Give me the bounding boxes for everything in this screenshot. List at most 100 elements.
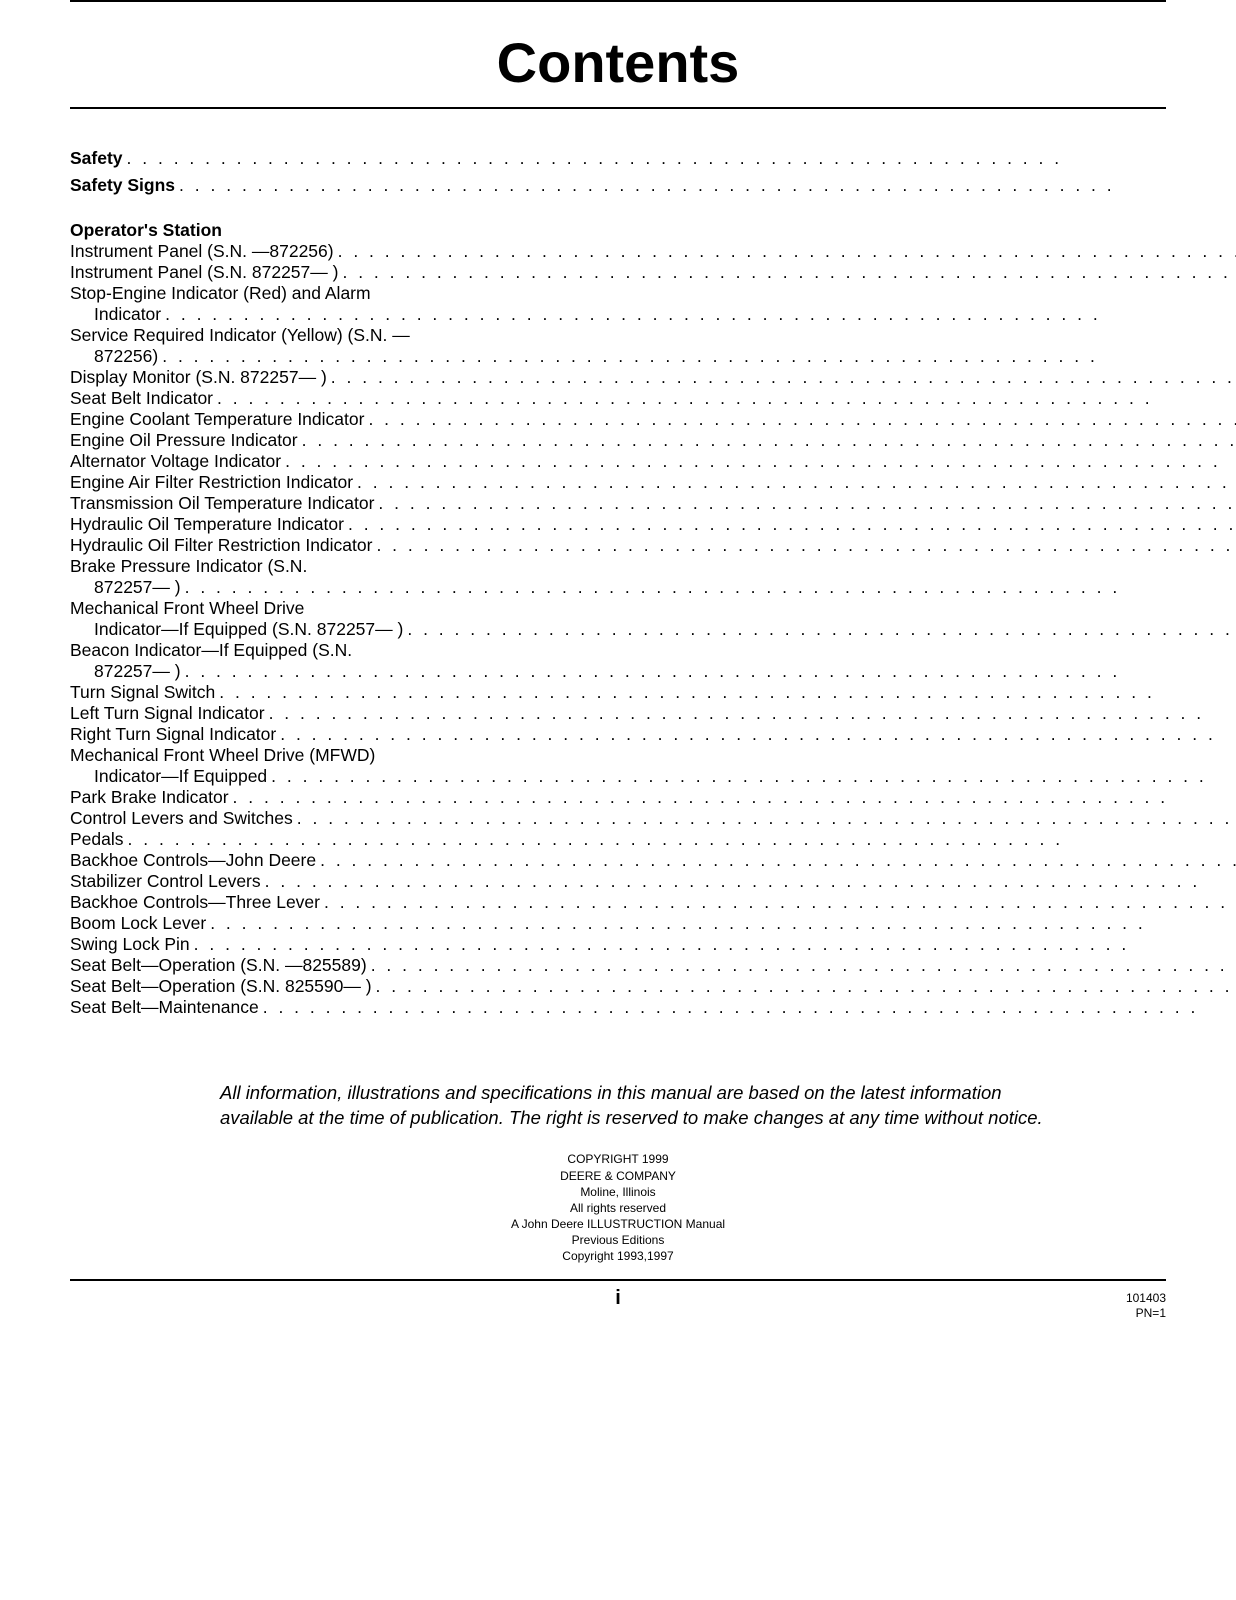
toc-entry-label: Stabilizer Control Levers	[70, 871, 261, 892]
toc-entry: Backhoe Controls—John Deere10OM-13	[70, 850, 1236, 871]
toc-leader-dots	[338, 262, 1236, 283]
toc-leader-dots	[190, 934, 1236, 955]
footer-date: 101403	[1126, 1291, 1166, 1307]
toc-entry: Right Turn Signal Indicator10OM-9	[70, 724, 1236, 745]
toc-entry-label: Control Levers and Switches	[70, 808, 293, 829]
rule-top	[70, 0, 1166, 2]
page-header-left: Page	[70, 119, 1236, 138]
toc-leader-dots	[403, 619, 1236, 640]
toc-leader-dots	[293, 808, 1236, 829]
page-title: Contents	[70, 12, 1166, 107]
toc-leader-dots	[276, 724, 1236, 745]
toc-leader-dots	[265, 703, 1236, 724]
toc-leader-dots	[261, 871, 1236, 892]
toc-leader-dots	[123, 148, 1236, 169]
toc-leader-dots	[372, 976, 1236, 997]
toc-entry-label: Right Turn Signal Indicator	[70, 724, 276, 745]
toc-leader-dots	[213, 388, 1236, 409]
toc-leader-dots	[364, 409, 1236, 430]
toc-leader-dots	[206, 913, 1236, 934]
toc-leader-dots	[374, 493, 1236, 514]
toc-entry-label: Seat Belt—Operation (S.N. 825590— )	[70, 976, 372, 997]
toc-entry: Boom Lock Lever10OM-15	[70, 913, 1236, 934]
disclaimer: All information, illustrations and speci…	[220, 1081, 1046, 1131]
toc-leader-dots	[372, 535, 1236, 556]
copyright-line: Moline, Illinois	[40, 1184, 1196, 1200]
toc-entry: Indicator10OM-3	[94, 304, 1236, 325]
toc-entry-line: Beacon Indicator—If Equipped (S.N.	[70, 640, 1236, 661]
toc-leader-dots	[316, 850, 1236, 871]
toc-entry-label: Display Monitor (S.N. 872257— )	[70, 367, 327, 388]
toc-entry: Seat Belt—Maintenance10OM-18	[70, 997, 1236, 1018]
copyright-line: All rights reserved	[40, 1200, 1196, 1216]
toc-entry-line: Mechanical Front Wheel Drive (MFWD)	[70, 745, 1236, 766]
toc-entry-label: Turn Signal Switch	[70, 682, 215, 703]
toc-leader-dots	[229, 787, 1236, 808]
toc-leader-dots	[181, 577, 1236, 598]
copyright-block: COPYRIGHT 1999 DEERE & COMPANY Moline, I…	[40, 1151, 1196, 1264]
toc-leader-dots	[334, 241, 1236, 262]
toc-entry-label: Left Turn Signal Indicator	[70, 703, 265, 724]
toc-entry-label: Alternator Voltage Indicator	[70, 451, 281, 472]
toc-entry-label: 872256)	[94, 346, 158, 367]
spacer	[70, 196, 1236, 202]
toc-entry-label: Safety Signs	[70, 175, 175, 196]
toc-entry-label: Indicator	[94, 304, 161, 325]
toc-leader-dots	[344, 514, 1236, 535]
copyright-line: A John Deere ILLUSTRUCTION Manual	[40, 1216, 1196, 1232]
copyright-line: Previous Editions	[40, 1232, 1196, 1248]
toc-entry-label: Instrument Panel (S.N. 872257— )	[70, 262, 338, 283]
toc-entry-line: Mechanical Front Wheel Drive	[70, 598, 1236, 619]
toc-entry-label: Swing Lock Pin	[70, 934, 190, 955]
copyright-line: COPYRIGHT 1999	[40, 1151, 1196, 1167]
toc-leader-dots	[181, 661, 1236, 682]
toc-entry: 872257— )10OM-8	[94, 577, 1236, 598]
toc-entry-label: Engine Oil Pressure Indicator	[70, 430, 298, 451]
copyright-line: DEERE & COMPANY	[40, 1168, 1196, 1184]
toc-leader-dots	[281, 451, 1236, 472]
toc-leader-dots	[327, 367, 1236, 388]
toc-leader-dots	[259, 997, 1236, 1018]
toc-entry: Engine Coolant Temperature Indicator10OM…	[70, 409, 1236, 430]
toc-leader-dots	[175, 175, 1236, 196]
toc-entry: Seat Belt Indicator10OM-4	[70, 388, 1236, 409]
toc-entry: Seat Belt—Operation (S.N. 825590— )10OM-…	[70, 976, 1236, 997]
toc-entry: Display Monitor (S.N. 872257— )10OM-4	[70, 367, 1236, 388]
toc-entry-label: Park Brake Indicator	[70, 787, 229, 808]
toc-entry-label: Engine Coolant Temperature Indicator	[70, 409, 364, 430]
rule-bottom	[70, 1279, 1166, 1281]
toc-entry-line: Brake Pressure Indicator (S.N.	[70, 556, 1236, 577]
toc-leader-dots	[320, 892, 1236, 913]
toc-entry: Engine Air Filter Restriction Indicator1…	[70, 472, 1236, 493]
toc-entry-label: Indicator—If Equipped	[94, 766, 267, 787]
toc-entry-label: Backhoe Controls—John Deere	[70, 850, 316, 871]
toc-entry: Instrument Panel (S.N. 872257— )10OM-2	[70, 262, 1236, 283]
toc-entry-label: Engine Air Filter Restriction Indicator	[70, 472, 353, 493]
toc-entry: Safety05OM-1	[70, 148, 1236, 169]
toc-entry-line: Service Required Indicator (Yellow) (S.N…	[70, 325, 1236, 346]
toc-entry-label: Hydraulic Oil Temperature Indicator	[70, 514, 344, 535]
footer-pn: PN=1	[1126, 1306, 1166, 1322]
toc-entry-label: Transmission Oil Temperature Indicator	[70, 493, 374, 514]
toc-leader-dots	[215, 682, 1236, 703]
toc-entry-label: Instrument Panel (S.N. —872256)	[70, 241, 334, 262]
toc-entry-line: Stop-Engine Indicator (Red) and Alarm	[70, 283, 1236, 304]
toc-entry-label: Boom Lock Lever	[70, 913, 206, 934]
toc-entry-label: Safety	[70, 148, 123, 169]
toc-leader-dots	[161, 304, 1236, 325]
toc-entry-label: 872257— )	[94, 577, 181, 598]
toc-entry: Instrument Panel (S.N. —872256)10OM-1	[70, 241, 1236, 262]
toc-entry: Indicator—If Equipped10OM-9	[94, 766, 1236, 787]
page-number: i	[70, 1287, 1166, 1310]
toc-section-heading: Operator's Station	[70, 220, 1236, 241]
toc-entry: Transmission Oil Temperature Indicator10…	[70, 493, 1236, 514]
toc-entry: Control Levers and Switches10OM-11	[70, 808, 1236, 829]
toc-leader-dots	[124, 829, 1236, 850]
toc-entry: Alternator Voltage Indicator10OM-5	[70, 451, 1236, 472]
toc-entry: Pedals10OM-12	[70, 829, 1236, 850]
toc-leader-dots	[267, 766, 1236, 787]
toc-entry: Backhoe Controls—Three Lever10OM-14	[70, 892, 1236, 913]
copyright-line: Copyright 1993,1997	[40, 1248, 1196, 1264]
toc-entry-label: Indicator—If Equipped (S.N. 872257— )	[94, 619, 403, 640]
toc-entry-label: Backhoe Controls—Three Lever	[70, 892, 320, 913]
